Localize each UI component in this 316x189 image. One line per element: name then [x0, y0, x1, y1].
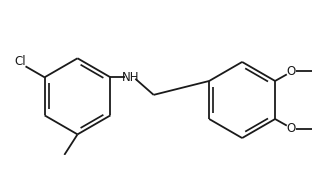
Text: Cl: Cl [14, 55, 26, 68]
Text: O: O [287, 65, 296, 78]
Text: NH: NH [121, 71, 139, 84]
Text: O: O [287, 122, 296, 135]
